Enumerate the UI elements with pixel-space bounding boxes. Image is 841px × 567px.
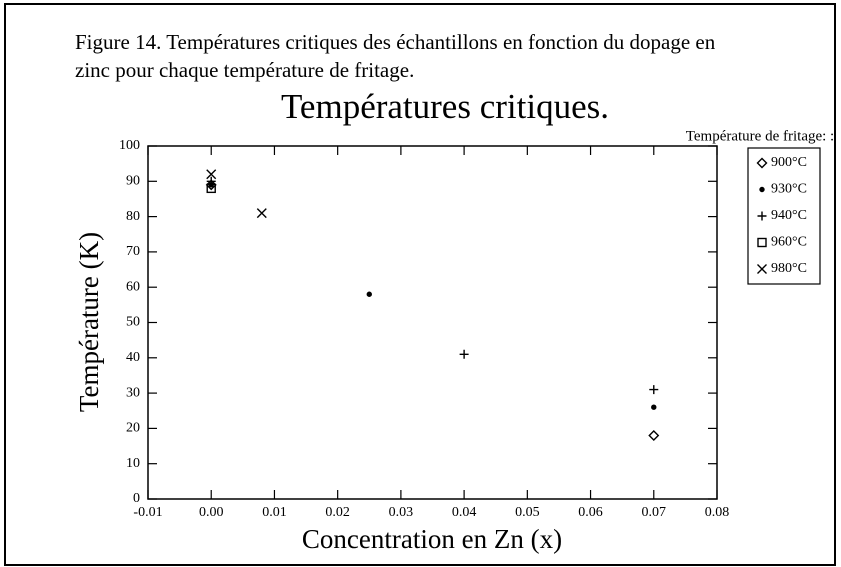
- legend-marker: [757, 264, 767, 274]
- y-tick-label: 50: [126, 315, 140, 330]
- y-tick-label: 70: [126, 244, 140, 259]
- point: [206, 169, 217, 180]
- x-tick-label: 0.04: [452, 505, 477, 520]
- point: [651, 404, 657, 410]
- legend-label: 960°C: [771, 235, 807, 250]
- legend-title: Température de fritage: :: [686, 128, 834, 144]
- y-tick-label: 90: [126, 174, 140, 189]
- legend-box: [747, 147, 821, 285]
- point: [366, 291, 372, 297]
- x-tick-label: 0.00: [199, 505, 224, 520]
- point: [648, 429, 660, 441]
- point: [206, 183, 216, 194]
- legend-marker: [756, 157, 768, 169]
- x-tick-label: 0.07: [642, 505, 667, 520]
- y-tick-label: 20: [126, 421, 140, 436]
- x-tick-label: 0.06: [578, 505, 603, 520]
- y-tick-label: 40: [126, 350, 140, 365]
- caption-line: zinc pour chaque température de fritage.: [75, 58, 414, 82]
- legend-marker: [757, 237, 767, 248]
- legend-label: 940°C: [771, 208, 807, 223]
- legend-label: 980°C: [771, 261, 807, 276]
- x-tick-label: 0.03: [389, 505, 414, 520]
- x-tick-label: 0.08: [705, 505, 730, 520]
- y-tick-label: 80: [126, 209, 140, 224]
- y-tick-label: 100: [119, 138, 140, 153]
- legend-marker: [757, 211, 767, 221]
- y-tick-label: 0: [133, 491, 140, 506]
- point: [205, 179, 217, 191]
- x-tick-label: 0.01: [262, 505, 287, 520]
- figure-frame: [4, 3, 836, 566]
- legend-marker: [759, 186, 765, 193]
- caption-line: Figure 14. Températures critiques des éc…: [75, 30, 716, 54]
- point: [256, 208, 267, 219]
- x-tick-label: 0.02: [325, 505, 350, 520]
- y-tick-label: 10: [126, 456, 140, 471]
- chart-title: Températures critiques.: [281, 87, 609, 126]
- legend-label: 900°C: [771, 155, 807, 170]
- point: [459, 349, 469, 359]
- x-tick-label: -0.01: [133, 505, 162, 520]
- y-tick-label: 60: [126, 279, 140, 294]
- legend-label: 930°C: [771, 182, 807, 197]
- point: [649, 385, 659, 395]
- x-tick-label: 0.05: [515, 505, 540, 520]
- x-axis-label: Concentration en Zn (x): [302, 524, 562, 554]
- y-axis-label: Température (K): [74, 232, 104, 412]
- y-tick-label: 30: [126, 385, 140, 400]
